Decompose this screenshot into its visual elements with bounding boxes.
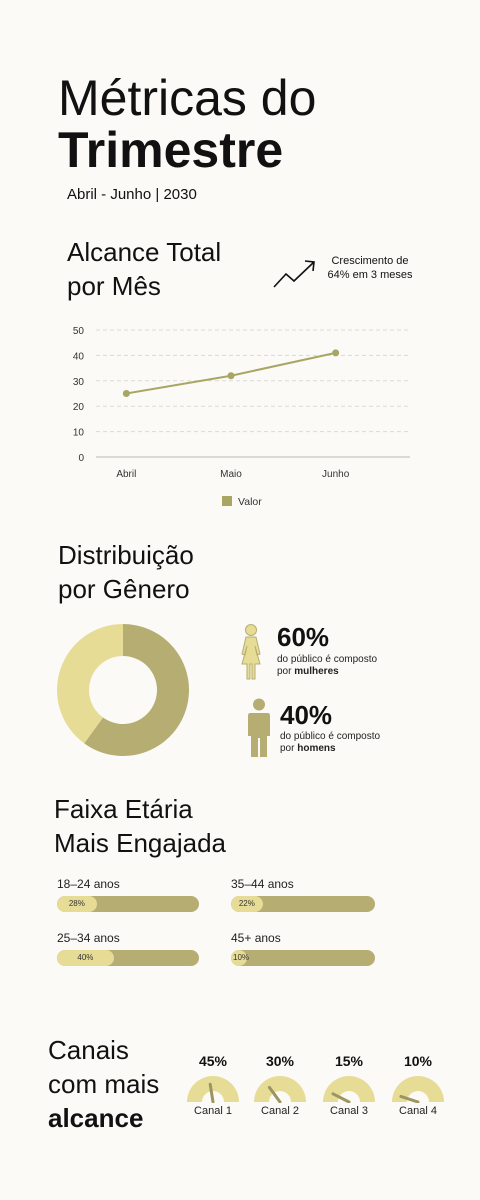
channel-percent: 30% <box>265 1053 295 1069</box>
legend-label: Valor <box>238 496 262 508</box>
data-point <box>227 372 235 380</box>
reach-heading: Alcance Total por Mês <box>67 235 221 303</box>
male-description: do público é composto por homens <box>280 731 380 755</box>
channel-percent: 45% <box>198 1053 228 1069</box>
gauge-arc <box>392 1076 444 1102</box>
x-tick-label: Maio <box>220 469 242 480</box>
gender-donut-chart <box>56 624 189 756</box>
donut-slice-mulheres <box>84 624 189 756</box>
female-person-icon <box>241 624 261 680</box>
age-group-25-34: 25–34 anos 40% <box>57 931 199 966</box>
x-tick-label: Abril <box>116 469 136 480</box>
age-group-35-44: 35–44 anos 22% <box>231 877 375 912</box>
channel-2: 30% Canal 2 <box>250 1053 310 1117</box>
channel-1: 45% Canal 1 <box>183 1053 243 1117</box>
age-bar-fill <box>57 950 114 966</box>
male-desc-line: do público é composto <box>280 731 381 742</box>
age-heading-line2: Mais Engajada <box>54 828 226 858</box>
female-desc-word: mulheres <box>294 666 339 677</box>
gender-heading-line2: por Gênero <box>58 574 190 604</box>
age-bar-track: 22% <box>231 896 375 912</box>
age-bar-track: 40% <box>57 950 199 966</box>
channel-gauge <box>392 1076 444 1103</box>
channel-percent: 15% <box>334 1053 364 1069</box>
female-percent: 60% <box>277 622 330 652</box>
age-group-label: 35–44 anos <box>231 877 294 891</box>
y-tick-label: 40 <box>73 351 85 362</box>
gauge-needle <box>267 1085 282 1103</box>
age-bar-track: 28% <box>57 896 199 912</box>
channels-heading-line3: alcance <box>48 1103 144 1133</box>
age-bar-fill <box>57 896 97 912</box>
channels-heading: Canais com mais alcance <box>48 1033 159 1135</box>
channel-gauge <box>323 1076 375 1103</box>
y-tick-label: 20 <box>73 402 85 413</box>
gauge-arc <box>187 1076 239 1102</box>
reach-line-chart: 0 10 20 30 40 50 Abril Maio Junho Valor <box>73 326 410 508</box>
page-title-line2: Trimestre <box>58 122 284 178</box>
growth-note-line2: 64% em 3 meses <box>327 269 413 281</box>
female-desc-line: do público é composto <box>277 654 378 665</box>
period-subtitle: Abril - Junho | 2030 <box>67 186 197 203</box>
data-point <box>122 390 130 397</box>
age-group-label: 45+ anos <box>231 931 281 945</box>
channel-4: 10% Canal 4 <box>388 1053 448 1117</box>
female-desc-prefix: por <box>277 666 292 677</box>
male-desc-word: homens <box>297 743 336 754</box>
y-tick-label: 50 <box>73 326 85 337</box>
gauge-arc <box>254 1076 306 1102</box>
age-bar-fill <box>231 896 263 912</box>
channel-label: Canal 2 <box>261 1105 299 1117</box>
age-heading: Faixa Etária Mais Engajada <box>54 792 226 860</box>
channel-label: Canal 3 <box>330 1105 368 1117</box>
growth-note-line1: Crescimento de <box>331 255 409 267</box>
x-tick-label: Junho <box>322 469 350 480</box>
reach-heading-line1: Alcance Total <box>67 237 222 267</box>
male-desc-prefix: por <box>280 743 295 754</box>
age-bar-track: 10% <box>231 950 375 966</box>
channel-percent: 10% <box>403 1053 433 1069</box>
age-heading-line1: Faixa Etária <box>54 794 193 824</box>
age-bar-percent: 10% <box>233 953 250 962</box>
age-bar-percent: 40% <box>77 953 94 962</box>
y-tick-label: 10 <box>73 428 85 439</box>
channel-label: Canal 1 <box>194 1105 232 1117</box>
trend-up-arrow-icon <box>273 260 315 288</box>
channel-label: Canal 4 <box>399 1105 437 1117</box>
data-point <box>332 349 340 357</box>
age-group-18-24: 18–24 anos 28% <box>57 877 199 912</box>
age-bar-percent: 28% <box>68 899 85 908</box>
growth-note: Crescimento de 64% em 3 meses <box>320 254 420 282</box>
y-tick-label: 0 <box>78 453 84 464</box>
age-bar-percent: 22% <box>238 899 255 908</box>
gauge-needle <box>399 1094 420 1103</box>
gauge-needle <box>208 1082 215 1103</box>
female-description: do público é composto por mulheres <box>277 654 377 678</box>
reach-heading-line2: por Mês <box>67 271 161 301</box>
page-title-line1: Métricas do <box>58 70 317 126</box>
channels-heading-line1: Canais <box>48 1035 129 1065</box>
channel-gauge <box>187 1076 239 1103</box>
donut-slice-homens <box>56 624 123 744</box>
gender-heading-line1: Distribuição <box>58 540 194 570</box>
channel-3: 15% Canal 3 <box>319 1053 379 1117</box>
age-group-label: 18–24 anos <box>57 877 120 891</box>
y-tick-label: 30 <box>73 377 85 388</box>
age-group-45-plus: 45+ anos 10% <box>231 931 375 966</box>
age-bar-fill <box>231 950 247 966</box>
gauge-needle <box>331 1092 351 1103</box>
gender-heading: Distribuição por Gênero <box>58 538 194 606</box>
legend-swatch <box>222 496 232 506</box>
age-group-label: 25–34 anos <box>57 931 120 945</box>
channels-heading-line2: com mais <box>48 1069 160 1099</box>
male-percent: 40% <box>280 700 333 730</box>
gauge-arc <box>323 1076 375 1102</box>
male-person-icon <box>248 698 270 757</box>
channel-gauge <box>254 1076 306 1103</box>
